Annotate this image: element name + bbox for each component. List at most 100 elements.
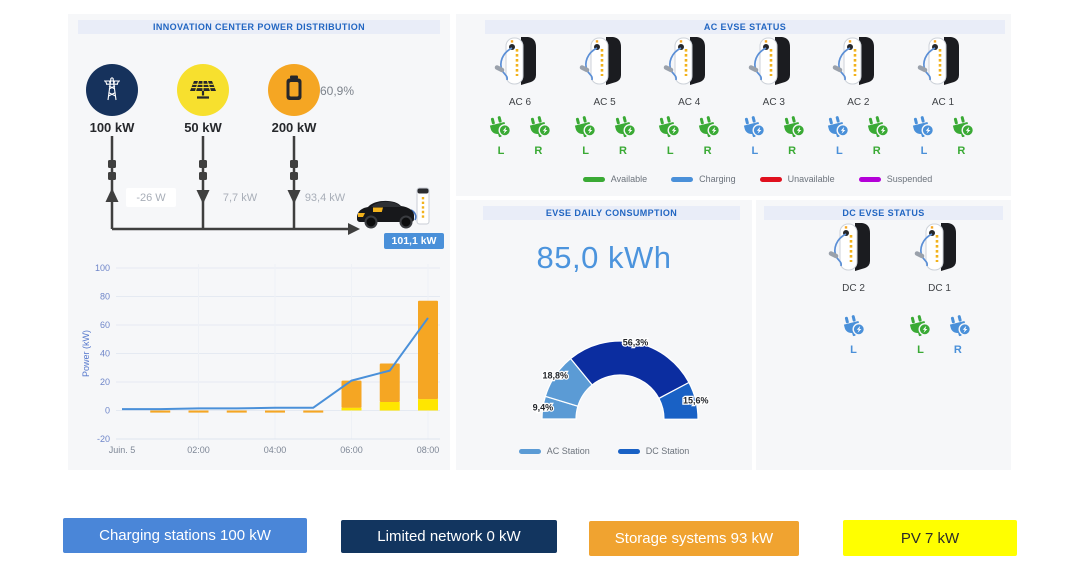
plug-connector-icon [947, 314, 973, 343]
plug-connector-icon [656, 115, 682, 144]
plug-connector-icon [907, 314, 933, 343]
station-name: AC 2 [847, 97, 870, 108]
pv-flow-arrow-icon [196, 190, 210, 204]
storage-systems-button[interactable]: Storage systems 93 kW [589, 521, 799, 556]
plug-connector-icon [781, 115, 807, 144]
legend-label: Charging [699, 174, 736, 184]
legend-item: AC Station [518, 446, 590, 456]
connector-side-label: L [582, 145, 589, 157]
pv-capacity-label: 50 kW [184, 120, 222, 135]
svg-text:08:00: 08:00 [417, 445, 440, 455]
svg-text:40: 40 [100, 349, 110, 359]
power-distribution-title: INNOVATION CENTER POWER DISTRIBUTION [78, 20, 440, 34]
svg-text:04:00: 04:00 [264, 445, 287, 455]
charging-station-icon [814, 220, 894, 283]
svg-text:Juin. 5: Juin. 5 [109, 445, 136, 455]
connector-side-label: R [703, 145, 712, 157]
legend-item: DC Station [617, 446, 689, 456]
pv-source-circle [177, 64, 229, 116]
connector-side-label: R [618, 145, 627, 157]
svg-text:06:00: 06:00 [340, 445, 363, 455]
station-name: DC 1 [928, 283, 951, 294]
connector-side-label: R [534, 145, 543, 157]
legend-swatch-icon [617, 448, 640, 454]
station-name: AC 1 [931, 97, 955, 108]
plug-connector-icon [527, 115, 553, 144]
legend-swatch-icon [759, 176, 782, 182]
storage-capacity-label: 200 kW [271, 120, 317, 135]
svg-text:15,6%: 15,6% [683, 395, 709, 405]
connector-side-label: L [666, 145, 674, 157]
storage-flow-value: 93,4 kW [305, 192, 346, 204]
station-name: AC 3 [762, 97, 785, 108]
svg-text:Power (kW): Power (kW) [81, 330, 91, 377]
charging-station-icon [903, 34, 983, 97]
legend-label: Suspended [886, 174, 933, 184]
connector-side-label: R [872, 145, 881, 157]
ac-evse-title: AC EVSE STATUS [485, 20, 1005, 34]
legend-label: Unavailable [787, 174, 835, 184]
ev-car-icon [354, 182, 436, 237]
connector-side-label: L [497, 145, 505, 157]
ev-load-badge: 101,1 kW [384, 233, 444, 249]
svg-text:56,3%: 56,3% [623, 338, 649, 348]
plug-connector-icon [910, 115, 936, 144]
legend-item: Suspended [858, 174, 933, 184]
evse-station: DC 2 L [814, 220, 894, 356]
consumption-legend: AC Station DC Station [456, 446, 752, 456]
charging-station-icon [734, 34, 814, 97]
power-flow-diagram: -26 W 7,7 kW 93,4 kW [105, 136, 360, 235]
legend-swatch-icon [518, 448, 541, 454]
station-name: AC 6 [508, 97, 532, 108]
evse-station: AC 3 L R [734, 34, 814, 157]
connector-side-label: R [788, 145, 797, 157]
connector-side-label: R [957, 145, 966, 157]
evse-consumption-title: EVSE DAILY CONSUMPTION [483, 206, 740, 220]
station-name: AC 4 [678, 97, 701, 108]
plug-connector-icon [950, 115, 976, 144]
storage-flow-arrow-icon [287, 190, 301, 204]
power-distribution-panel: INNOVATION CENTER POWER DISTRIBUTION -26… [68, 14, 450, 470]
evse-consumption-panel: EVSE DAILY CONSUMPTION 85,0 kWh 9,4% 18,8… [456, 200, 752, 470]
svg-text:80: 80 [100, 292, 110, 302]
charging-station-icon [818, 34, 898, 97]
charging-station-icon [565, 34, 645, 97]
pv-button[interactable]: PV 7 kW [843, 520, 1017, 556]
transmission-tower-icon [97, 73, 127, 108]
legend-swatch-icon [671, 176, 694, 182]
svg-text:20: 20 [100, 377, 110, 387]
evse-station: AC 6 L R [480, 34, 560, 157]
legend-item: Unavailable [759, 174, 835, 184]
plug-connector-icon [741, 115, 767, 144]
evse-station: AC 2 L R [818, 34, 898, 157]
grid-export-arrow-icon [105, 188, 119, 202]
legend-item: Available [582, 174, 648, 184]
legend-swatch-icon [858, 176, 881, 182]
legend-label: AC Station [546, 446, 590, 456]
legend-label: Available [610, 174, 648, 184]
plug-connector-icon [825, 115, 851, 144]
dc-stations-row: DC 2 L DC 1 L R [782, 220, 1011, 356]
grid-flow-value: -26 W [136, 192, 166, 204]
plug-connector-icon [841, 314, 867, 343]
limited-network-button[interactable]: Limited network 0 kW [341, 520, 557, 553]
svg-text:02:00: 02:00 [187, 445, 210, 455]
dc-evse-panel: DC EVSE STATUS DC 2 L DC 1 L R [756, 200, 1011, 470]
charging-station-icon [900, 220, 980, 283]
evse-station: AC 1 L R [903, 34, 983, 157]
station-name: DC 2 [842, 283, 865, 294]
evse-station: AC 4 L R [649, 34, 729, 157]
storage-soc-label: 60,9% [320, 84, 355, 98]
charging-station-icon [649, 34, 729, 97]
charging-stations-button[interactable]: Charging stations 100 kW [63, 518, 307, 553]
connector-side-label: L [850, 344, 857, 356]
charging-station-icon [480, 34, 560, 97]
power-profile-chart: -20 0 20 40 60 80 100 Juin. 5 02:00 04:00 06:00 08:… [81, 263, 440, 455]
consumption-gauge-chart: 9,4% 18,8% 56,3% 15,6% [490, 319, 750, 430]
pv-flow-value: 7,7 kW [223, 192, 258, 204]
station-name: AC 5 [593, 97, 616, 108]
plug-connector-icon [572, 115, 598, 144]
storage-source-circle [268, 64, 320, 116]
solar-panel-icon [187, 72, 219, 109]
